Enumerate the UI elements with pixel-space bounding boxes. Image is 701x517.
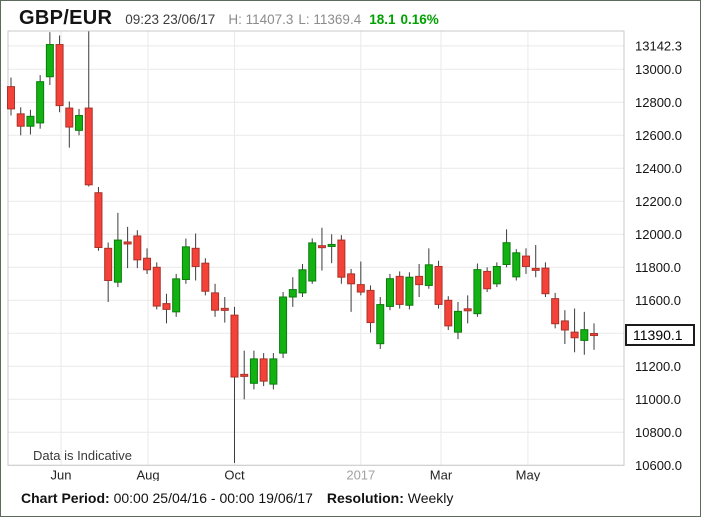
resolution-label: Resolution: bbox=[326, 490, 404, 506]
chart-footer: Chart Period: 00:00 25/04/16 - 00:00 19/… bbox=[21, 490, 453, 506]
current-price-value: 11390.1 bbox=[633, 326, 683, 343]
chart-period-label: Chart Period: bbox=[21, 490, 110, 506]
quote-timestamp: 09:23 23/06/17 bbox=[125, 12, 216, 27]
price-change-percent: 0.16% bbox=[400, 12, 439, 27]
svg-text:13000.0: 13000.0 bbox=[635, 62, 682, 77]
svg-text:11600.0: 11600.0 bbox=[635, 293, 681, 308]
session-high: H: 11407.3 bbox=[228, 12, 294, 27]
svg-text:12000.0: 12000.0 bbox=[635, 227, 682, 242]
svg-text:Jun: Jun bbox=[51, 467, 72, 481]
price-change: 18.1 bbox=[369, 12, 396, 27]
session-low: L: 11369.4 bbox=[298, 12, 362, 27]
indicative-watermark: Data is Indicative bbox=[33, 448, 132, 463]
svg-text:11800.0: 11800.0 bbox=[635, 260, 681, 275]
candlestick-chart[interactable]: 13142.3 13000.0 12800.0 12600.0 12400.0 12200… bbox=[1, 29, 701, 481]
svg-text:12600.0: 12600.0 bbox=[635, 128, 682, 143]
svg-text:Mar: Mar bbox=[430, 467, 453, 481]
svg-text:Aug: Aug bbox=[136, 467, 159, 481]
svg-text:11200.0: 11200.0 bbox=[635, 359, 681, 374]
svg-text:12400.0: 12400.0 bbox=[635, 161, 682, 176]
instrument-symbol: GBP/EUR bbox=[19, 7, 113, 29]
svg-text:10800.0: 10800.0 bbox=[635, 425, 682, 440]
chart-period-value: 00:00 25/04/16 - 00:00 19/06/17 bbox=[109, 490, 313, 506]
svg-text:11000.0: 11000.0 bbox=[635, 392, 681, 407]
svg-text:10600.0: 10600.0 bbox=[635, 458, 682, 473]
svg-text:May: May bbox=[516, 467, 541, 481]
current-price-box: 11390.1 bbox=[625, 323, 695, 346]
svg-text:12200.0: 12200.0 bbox=[635, 194, 682, 209]
svg-text:2017: 2017 bbox=[346, 467, 375, 481]
chart-header: GBP/EUR 09:23 23/06/17 H: 11407.3 L: 113… bbox=[1, 1, 700, 35]
svg-text:13142.3: 13142.3 bbox=[635, 38, 682, 53]
svg-text:12800.0: 12800.0 bbox=[635, 95, 682, 110]
resolution-value: Weekly bbox=[403, 490, 454, 506]
svg-text:Oct: Oct bbox=[224, 467, 245, 481]
